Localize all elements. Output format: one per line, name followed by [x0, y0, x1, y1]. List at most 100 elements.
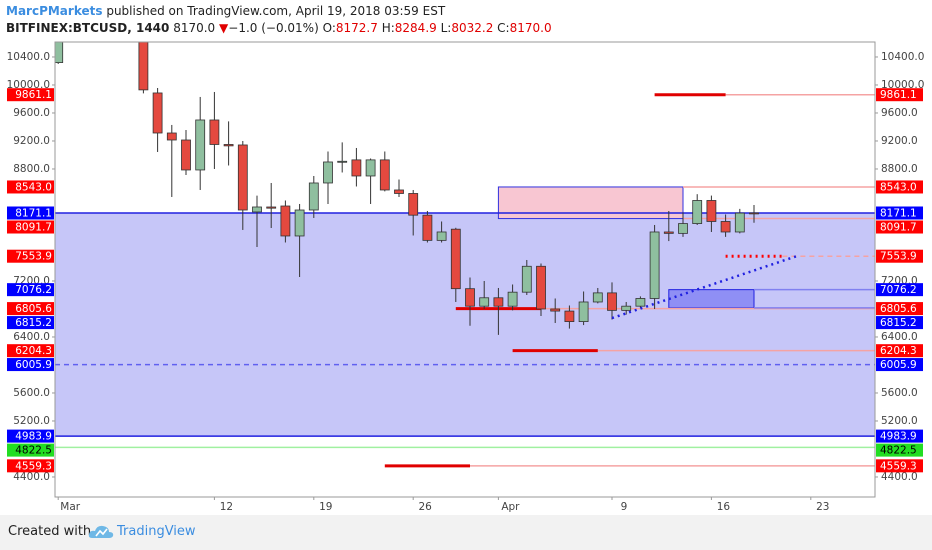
price-tag — [7, 249, 54, 263]
candle-body — [720, 221, 731, 233]
price-tag-label: 6204.3 — [15, 345, 52, 357]
y-tick-label: 9600.0 — [881, 107, 918, 119]
price-tag-label: 8091.7 — [15, 222, 52, 234]
ohlc-key: C: — [497, 21, 510, 35]
ohlc-key: H: — [381, 21, 395, 35]
x-tick-label: 16 — [717, 501, 731, 513]
y-tick-label: 10000.0 — [7, 79, 50, 91]
y-tick-label: 9200.0 — [881, 135, 918, 147]
price-tag — [7, 206, 54, 220]
candle-body — [223, 144, 234, 147]
candle-body — [379, 159, 390, 191]
price-tag-label: 8543.0 — [880, 181, 917, 193]
price-tag — [876, 459, 923, 473]
candle-body — [181, 139, 191, 171]
candle-body — [252, 206, 262, 213]
price-tag — [7, 344, 54, 358]
y-tick-label: 5200.0 — [881, 415, 918, 427]
candle-body — [521, 265, 532, 293]
candle-body — [749, 212, 759, 215]
candle-body — [663, 231, 674, 234]
candle-body — [422, 214, 433, 241]
ohlc: O:8172.7 H:8284.9 L:8032.2 C:8170.0 — [323, 21, 552, 35]
candle-body — [152, 92, 163, 134]
candle-body — [450, 228, 461, 290]
footer-brand[interactable]: TradingView — [117, 524, 196, 539]
logo — [88, 525, 114, 538]
candle-body — [266, 206, 277, 209]
candle-body — [550, 308, 561, 312]
candle-body — [351, 159, 362, 177]
y-tick-label: 5600.0 — [881, 387, 918, 399]
candle-body — [479, 297, 490, 307]
price-tag — [7, 302, 54, 316]
trendline — [611, 255, 797, 320]
candle-body — [365, 159, 376, 177]
y-tick-label: 10000.0 — [881, 79, 924, 91]
y-tick-label: 9200.0 — [13, 135, 50, 147]
candle-body — [734, 212, 745, 233]
price-tag-label: 9861.1 — [15, 89, 52, 101]
price-tag-label: 7553.9 — [15, 251, 52, 263]
candle-body — [280, 205, 291, 237]
price-tag-label: 6805.6 — [15, 303, 52, 315]
author[interactable]: MarcPMarkets — [6, 4, 103, 18]
candle-body — [408, 193, 419, 216]
price-tag-label: 4983.9 — [15, 431, 52, 443]
zone — [668, 289, 755, 309]
candle-body — [536, 265, 546, 310]
x-tick-label: 12 — [220, 501, 233, 513]
price-tag-label: 8171.1 — [15, 208, 52, 220]
plot-area — [55, 42, 875, 468]
price-tag-label: 4822.5 — [15, 445, 52, 457]
ohlc-value: 8172.7 — [335, 21, 378, 35]
price-tag — [876, 344, 923, 358]
candle-body — [166, 132, 177, 141]
footer-text: Created with — [8, 524, 92, 539]
candle-body — [649, 231, 660, 299]
axes: 4400.0 4400.0 5200.0 5200.0 5600.0 5600.0 6400… — [7, 41, 924, 513]
price-tag-label: 7553.9 — [880, 251, 917, 263]
change: −1.0 (−0.01%) — [228, 21, 319, 35]
price-tag — [876, 206, 923, 220]
y-tick-label: 5200.0 — [13, 415, 50, 427]
price-tag-label: 4559.3 — [15, 460, 52, 472]
candle-body — [195, 119, 206, 171]
price-tag-label: 8171.1 — [880, 208, 917, 220]
x-tick-label: Mar — [60, 501, 80, 513]
price-tag — [876, 302, 923, 316]
header-line: BITFINEX:BTCUSD, 1440 8170.0 ▼−1.0 (−0.0… — [6, 20, 552, 37]
candle-body — [436, 231, 447, 241]
x-tick-label: 26 — [419, 501, 433, 513]
price-tag-label: 7076.2 — [15, 284, 52, 296]
price-tag — [7, 316, 54, 330]
price-tag-label: 6005.9 — [15, 359, 52, 371]
price-tag-label: 7076.2 — [880, 284, 917, 296]
price-tag-label: 4559.3 — [880, 460, 917, 472]
price-tag-label: 9861.1 — [880, 89, 917, 101]
price-tag — [876, 443, 923, 457]
price-tag — [876, 220, 923, 234]
candle-body — [578, 301, 589, 322]
price-tag — [7, 358, 54, 372]
price-tag — [876, 358, 923, 372]
price-tag — [7, 459, 54, 473]
price-tag — [876, 88, 923, 102]
price-tag-label: 4983.9 — [880, 431, 917, 443]
candle-body — [394, 189, 404, 194]
x-tick-label: Apr — [501, 501, 520, 513]
chart: 4400.0 4400.0 5200.0 5200.0 5600.0 5600.0 6400… — [7, 41, 924, 513]
plot-frame — [54, 41, 876, 498]
x-tick-label: 19 — [319, 501, 332, 513]
arrow: ▼ — [219, 21, 229, 35]
candle-body — [308, 182, 319, 211]
header: MarcPMarkets published on TradingView.co… — [6, 3, 552, 37]
header-line: MarcPMarkets published on TradingView.co… — [6, 3, 552, 20]
price-tag-label: 4822.5 — [880, 445, 917, 457]
y-tick-label: 9600.0 — [13, 107, 50, 119]
price-tag — [7, 88, 54, 102]
price-tag-label: 6805.6 — [880, 303, 917, 315]
x-tick-label: 9 — [621, 501, 628, 513]
price-tag-label: 6204.3 — [880, 345, 917, 357]
